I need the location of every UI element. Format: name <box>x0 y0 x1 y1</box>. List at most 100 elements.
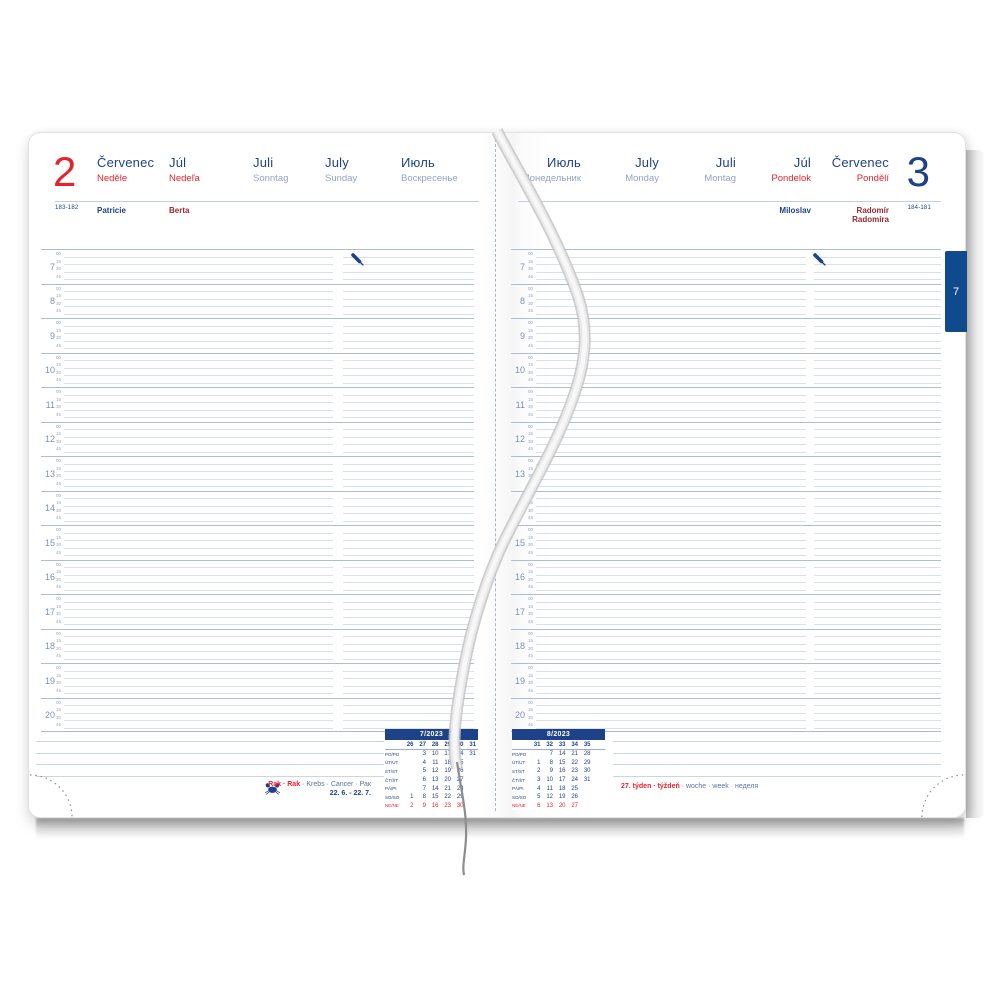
day-name-slovak: Nedeľa <box>169 173 200 184</box>
right-column-german: Juli Montag <box>704 155 736 184</box>
right-column-russian: Июль Понедельник <box>523 155 581 184</box>
calendar-date: 10 <box>546 777 553 784</box>
day-name-english: Monday <box>625 173 659 184</box>
right-nameday-czech: Radomír Radomíra <box>852 206 889 224</box>
month-name-slovak: Júl <box>169 155 187 170</box>
calendar-date: 26 <box>456 768 464 775</box>
left-day-number: 2 <box>53 148 76 195</box>
week-number: 35 <box>583 742 591 748</box>
day-name-russian: Понедельник <box>522 173 581 184</box>
hour-block: 12 00 15 30 45 <box>41 421 474 457</box>
left-nameday-czech: Patricie <box>97 206 126 215</box>
quarter-label: 00 <box>56 389 62 395</box>
hour-label: 15 <box>44 537 55 548</box>
quarter-label: 45 <box>56 722 62 728</box>
left-note-lines <box>36 730 384 778</box>
day-abbrev: NE/NE <box>385 803 399 809</box>
calendar-date: 20 <box>558 802 566 809</box>
quarter-label: 30 <box>528 335 534 341</box>
calendar-date: 13 <box>431 777 439 784</box>
week-number: 31 <box>533 742 541 748</box>
quarter-label: 15 <box>56 707 62 713</box>
quarter-label: 15 <box>56 362 62 368</box>
quarter-label: 45 <box>528 687 534 693</box>
quarter-label: 15 <box>56 431 62 437</box>
calendar-date: 15 <box>431 794 439 801</box>
quarter-label: 30 <box>56 473 62 479</box>
calendar-day-row: ČT/ŠT 3 10 17 24 31 <box>512 776 605 785</box>
quarter-label: 45 <box>528 411 534 417</box>
calendar-date: 14 <box>431 785 439 792</box>
day-abbrev: SO/SO <box>512 794 527 800</box>
quarter-label: 15 <box>528 500 534 506</box>
calendar-date: 17 <box>558 777 566 784</box>
left-nameday-slovak: Berta <box>169 206 190 215</box>
calendar-date: 5 <box>537 794 541 801</box>
month-name-czech: Červenec <box>831 155 889 170</box>
month-name-english: July <box>325 155 349 170</box>
quarter-label: 30 <box>528 611 534 617</box>
hour-label: 14 <box>44 503 55 514</box>
calendar-week-numbers: 31 32 33 34 35 <box>512 740 605 750</box>
quarter-label: 15 <box>528 465 534 471</box>
day-abbrev: ST/ST <box>512 768 525 774</box>
hour-block: 15 00 15 30 45 <box>41 525 474 560</box>
calendar-day-row: SO/SO 5 12 19 26 <box>512 793 605 802</box>
quarter-label: 45 <box>56 653 62 659</box>
quarter-label: 45 <box>56 342 62 348</box>
week-number: 28 <box>431 742 439 748</box>
week-number: 33 <box>558 742 566 748</box>
quarter-label: 30 <box>528 645 534 651</box>
right-day-number: 3 <box>906 148 930 195</box>
quarter-label: 30 <box>56 335 62 341</box>
quarter-label: 00 <box>528 320 534 326</box>
hour-block: 18 00 15 30 45 <box>511 628 941 664</box>
hour-label: 9 <box>49 330 55 341</box>
quarter-label: 00 <box>528 423 534 429</box>
calendar-date: 11 <box>546 785 553 792</box>
quarter-label: 45 <box>56 273 62 279</box>
day-abbrev: ST/ST <box>385 768 398 774</box>
week-number: 32 <box>546 742 553 748</box>
quarter-label: 15 <box>56 396 62 402</box>
quarter-label: 45 <box>528 446 534 452</box>
calendar-date: 7 <box>422 785 426 792</box>
calendar-date: 30 <box>583 768 591 775</box>
hour-label: 10 <box>44 365 55 376</box>
calendar-date: 15 <box>558 759 566 766</box>
quarter-label: 00 <box>56 630 62 636</box>
day-name-slovak: Pondelok <box>771 173 811 184</box>
quarter-label: 00 <box>56 251 62 257</box>
month-name-russian: Июль <box>401 155 435 170</box>
hour-block: 15 00 15 30 45 <box>511 525 941 560</box>
calendar-date: 9 <box>549 768 553 775</box>
calendar-day-row: NE/NE 2 9 16 23 30 <box>385 802 478 811</box>
quarter-label: 15 <box>56 603 62 609</box>
quarter-label: 00 <box>56 699 62 705</box>
quarter-label: 00 <box>528 458 534 464</box>
calendar-date: 12 <box>431 768 439 775</box>
quarter-label: 00 <box>528 285 534 291</box>
day-name-russian: Воскресенье <box>401 173 458 184</box>
quarter-label: 45 <box>56 411 62 417</box>
calendar-date: 19 <box>558 794 566 801</box>
quarter-label: 30 <box>56 680 62 686</box>
calendar-date: 8 <box>549 759 553 766</box>
hour-label: 18 <box>44 641 55 652</box>
right-column-slovak: Júl Pondelok <box>771 155 811 184</box>
quarter-label: 00 <box>528 665 534 671</box>
right-header-rule <box>518 201 941 202</box>
calendar-date: 27 <box>456 777 464 784</box>
quarter-label: 00 <box>528 354 534 360</box>
calendar-date: 24 <box>571 777 578 784</box>
zodiac-dates: 22. 6. - 22. 7. <box>329 790 371 797</box>
quarter-label: 15 <box>528 258 534 264</box>
calendar-day-row: ÚT/UT 1 8 15 22 29 <box>512 759 605 768</box>
day-abbrev: ČT/ŠT <box>512 777 525 783</box>
quarter-label: 30 <box>528 473 534 479</box>
day-name-czech: Neděle <box>97 173 128 184</box>
hour-block: 8 00 15 30 45 <box>511 283 941 319</box>
pen-mark-icon <box>813 253 826 266</box>
quarter-label: 00 <box>528 251 534 257</box>
